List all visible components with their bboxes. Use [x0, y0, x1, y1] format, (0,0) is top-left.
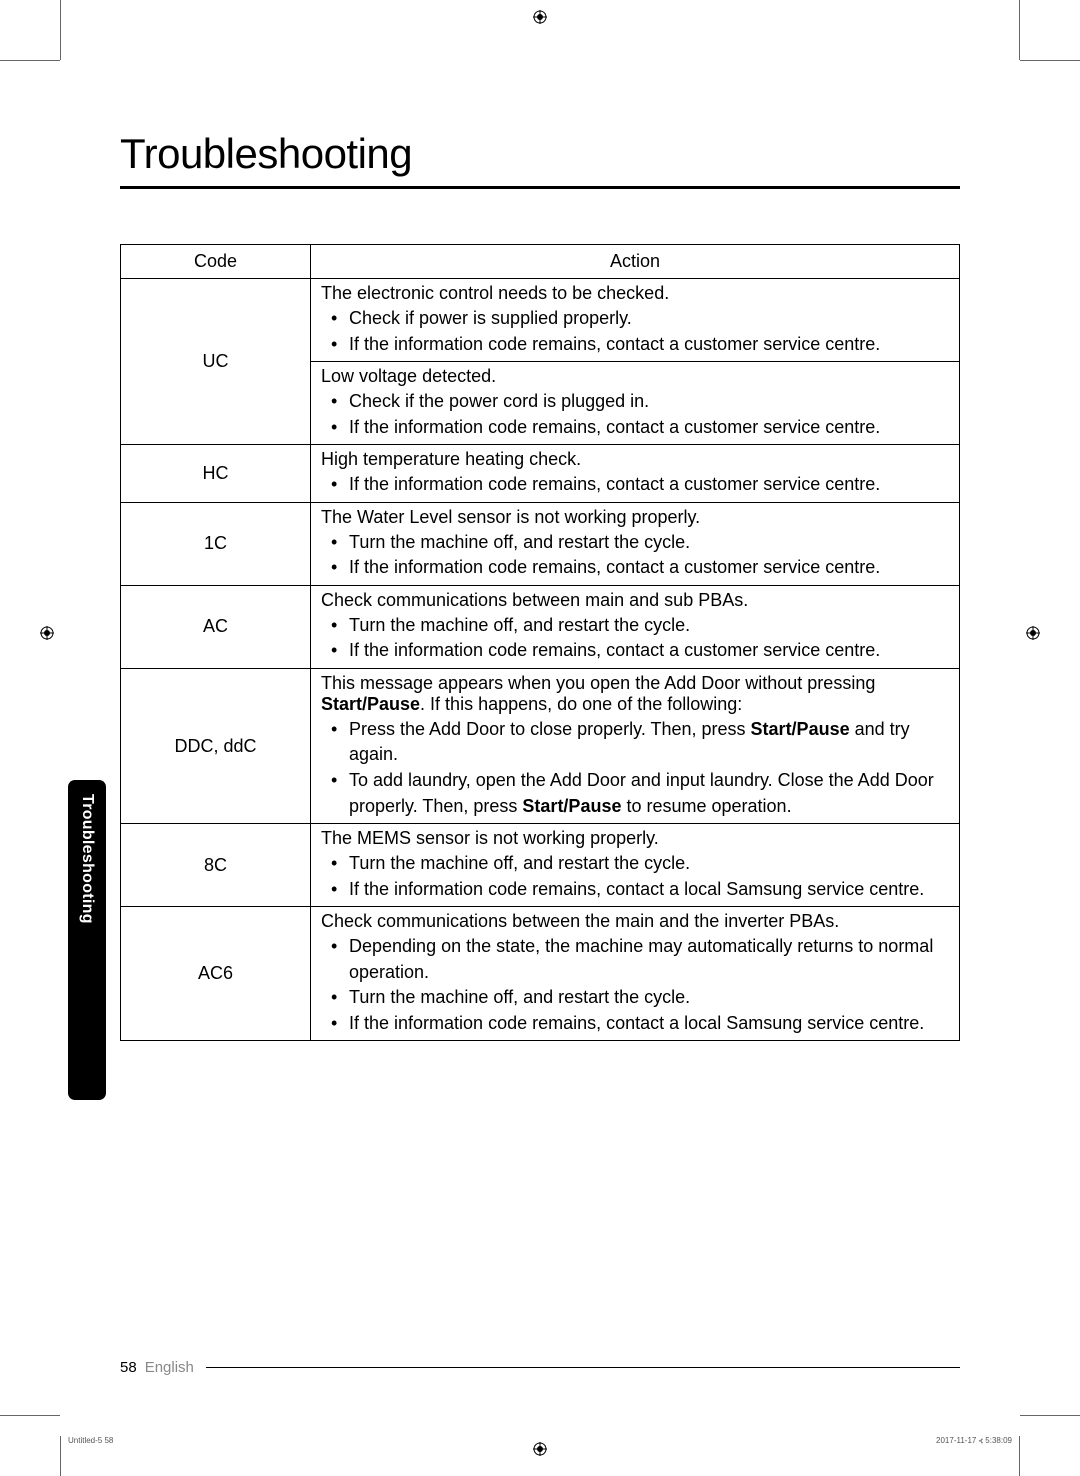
table-row: AC6 Check communications between the mai… [121, 907, 960, 1041]
table-row: HC High temperature heating check. If th… [121, 445, 960, 503]
table-row: DDC, ddC This message appears when you o… [121, 668, 960, 823]
footer-rule [206, 1367, 960, 1368]
action-bullet: Check if the power cord is plugged in. [321, 389, 949, 415]
action-bullet: To add laundry, open the Add Door and in… [321, 768, 949, 819]
action-bullet: If the information code remains, contact… [321, 472, 949, 498]
action-bullet: Turn the machine off, and restart the cy… [321, 985, 949, 1011]
code-cell: UC [121, 279, 311, 445]
action-intro: The electronic control needs to be check… [321, 283, 949, 304]
code-cell: AC6 [121, 907, 311, 1041]
action-bullet: If the information code remains, contact… [321, 877, 949, 903]
print-footer: Untitled-5 58 2017-11-17 ⦓ 5:38:09 [68, 1436, 1012, 1446]
side-tab-label: Troubleshooting [78, 794, 96, 924]
action-bullet: Turn the machine off, and restart the cy… [321, 613, 949, 639]
page-title: Troubleshooting [120, 130, 960, 189]
action-bullet: Depending on the state, the machine may … [321, 934, 949, 985]
action-cell: Low voltage detected. Check if the power… [311, 362, 960, 445]
code-cell: 8C [121, 824, 311, 907]
action-cell: Check communications between the main an… [311, 907, 960, 1041]
action-bullet: If the information code remains, contact… [321, 638, 949, 664]
action-bullet: Check if power is supplied properly. [321, 306, 949, 332]
action-cell: The electronic control needs to be check… [311, 279, 960, 362]
code-cell: DDC, ddC [121, 668, 311, 823]
action-cell: This message appears when you open the A… [311, 668, 960, 823]
action-intro: This message appears when you open the A… [321, 673, 949, 715]
page-number: 58 [120, 1359, 137, 1376]
print-file-info: Untitled-5 58 [68, 1436, 113, 1446]
table-header-code: Code [121, 245, 311, 279]
action-cell: High temperature heating check. If the i… [311, 445, 960, 503]
page-footer: 58 English [120, 1359, 960, 1376]
action-cell: Check communications between main and su… [311, 585, 960, 668]
print-timestamp: 2017-11-17 ⦓ 5:38:09 [936, 1436, 1012, 1446]
table-row: 1C The Water Level sensor is not working… [121, 502, 960, 585]
side-tab: Troubleshooting [68, 780, 106, 1100]
page-language: English [145, 1359, 194, 1376]
action-intro: The MEMS sensor is not working properly. [321, 828, 949, 849]
action-intro: The Water Level sensor is not working pr… [321, 507, 949, 528]
registration-mark-icon [533, 10, 547, 24]
registration-mark-icon [1026, 626, 1040, 640]
action-bullet: Turn the machine off, and restart the cy… [321, 851, 949, 877]
action-bullet: If the information code remains, contact… [321, 332, 949, 358]
table-header-action: Action [311, 245, 960, 279]
action-bullet: Press the Add Door to close properly. Th… [321, 717, 949, 768]
action-cell: The MEMS sensor is not working properly.… [311, 824, 960, 907]
code-cell: 1C [121, 502, 311, 585]
action-intro: Low voltage detected. [321, 366, 949, 387]
action-intro: High temperature heating check. [321, 449, 949, 470]
action-cell: The Water Level sensor is not working pr… [311, 502, 960, 585]
action-bullet: If the information code remains, contact… [321, 1011, 949, 1037]
table-row: 8C The MEMS sensor is not working proper… [121, 824, 960, 907]
action-intro: Check communications between the main an… [321, 911, 949, 932]
action-bullet: If the information code remains, contact… [321, 415, 949, 441]
error-code-table: Code Action UC The electronic control ne… [120, 244, 960, 1041]
action-bullet: If the information code remains, contact… [321, 555, 949, 581]
table-row: AC Check communications between main and… [121, 585, 960, 668]
action-intro: Check communications between main and su… [321, 590, 949, 611]
action-bullet: Turn the machine off, and restart the cy… [321, 530, 949, 556]
registration-mark-icon [40, 626, 54, 640]
code-cell: HC [121, 445, 311, 503]
code-cell: AC [121, 585, 311, 668]
table-row: UC The electronic control needs to be ch… [121, 279, 960, 362]
